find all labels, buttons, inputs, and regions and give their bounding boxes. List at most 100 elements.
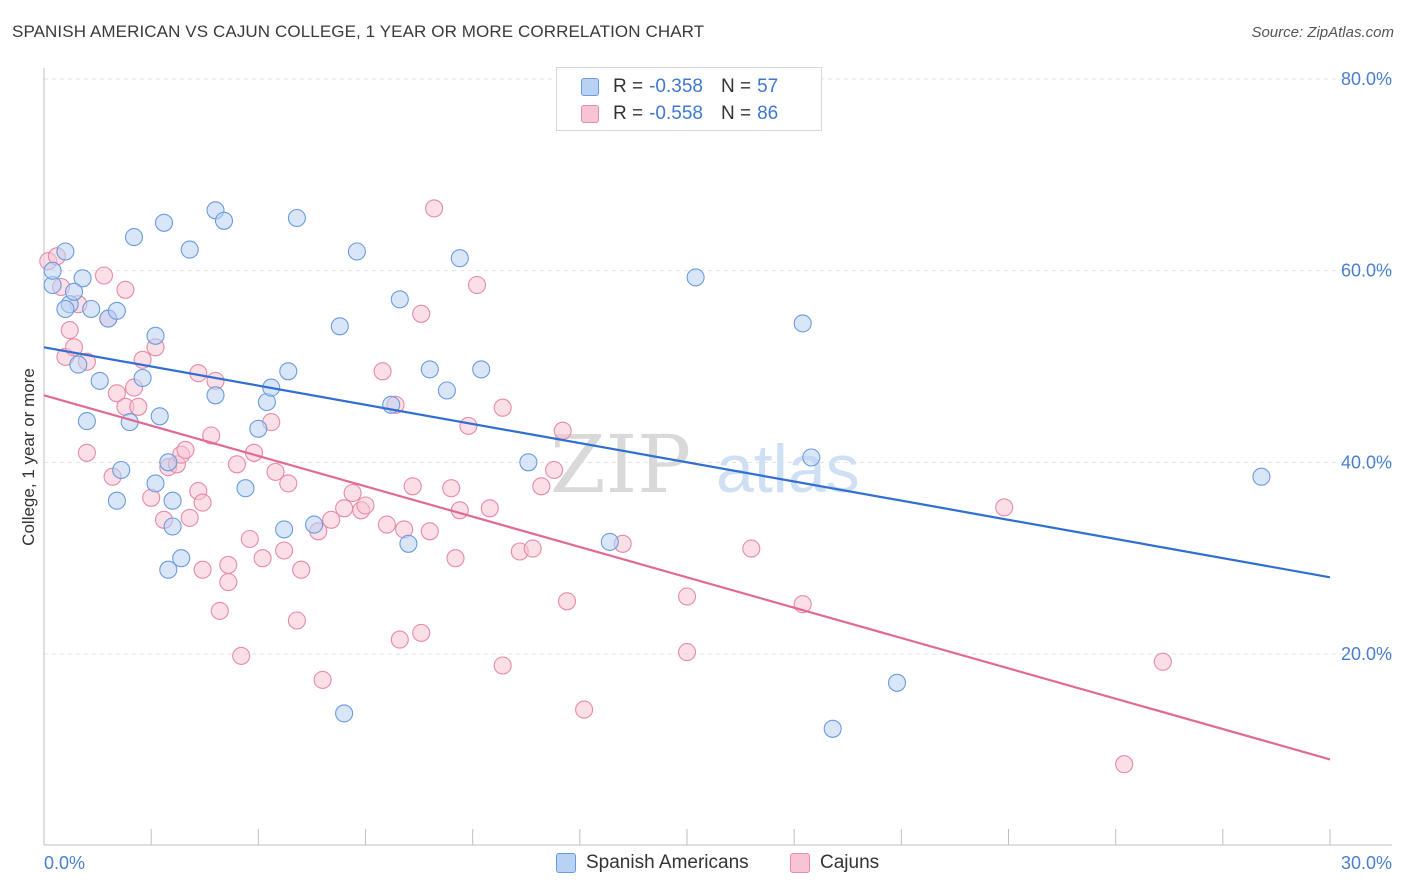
data-point xyxy=(412,304,431,323)
data-point xyxy=(305,515,324,534)
data-point xyxy=(420,360,439,379)
data-point xyxy=(677,643,697,662)
data-point xyxy=(523,539,542,558)
data-point xyxy=(995,498,1014,517)
data-point xyxy=(210,601,229,620)
data-point xyxy=(112,460,131,480)
data-point xyxy=(335,704,354,723)
data-point xyxy=(107,384,126,403)
legend-r-value: -0.558 xyxy=(649,103,703,124)
data-point xyxy=(64,282,84,301)
legend-r-label: R = xyxy=(613,103,644,124)
legend-row-cajuns: R = -0.558 N = 86 xyxy=(581,103,778,125)
data-point xyxy=(193,493,212,512)
y-axis-title: College, 1 year or more xyxy=(19,368,38,546)
legend-r-value: -0.358 xyxy=(649,76,703,97)
bottom-legend-label: Cajuns xyxy=(820,852,880,873)
y-tick-labels: 20.0% 40.0% 60.0% 80.0% xyxy=(1341,69,1392,664)
legend-swatch-pink xyxy=(581,105,599,123)
data-point xyxy=(600,532,619,551)
data-point xyxy=(253,549,272,568)
data-point xyxy=(124,228,144,247)
data-point xyxy=(493,656,512,675)
y-tick-label: 60.0% xyxy=(1341,261,1392,281)
data-point xyxy=(94,266,114,285)
data-point xyxy=(287,611,306,630)
data-point xyxy=(390,630,409,649)
bottom-legend-swatch-pink xyxy=(790,853,810,873)
cajuns-trend-line xyxy=(43,394,1331,761)
data-point xyxy=(60,321,79,340)
data-point xyxy=(343,483,362,503)
data-point xyxy=(133,368,152,388)
data-point xyxy=(313,670,332,689)
legend-swatch-blue xyxy=(581,78,599,96)
data-point xyxy=(214,211,234,230)
data-point xyxy=(373,362,392,381)
data-point xyxy=(519,453,538,472)
data-point xyxy=(412,623,431,642)
data-point xyxy=(446,549,465,568)
data-point xyxy=(1153,652,1172,671)
data-point xyxy=(553,421,572,440)
data-point xyxy=(180,240,199,259)
data-point xyxy=(823,719,842,738)
data-point xyxy=(677,587,697,606)
data-point xyxy=(287,208,306,228)
data-point xyxy=(159,453,178,472)
data-point xyxy=(793,314,812,333)
data-point xyxy=(107,301,126,320)
data-point xyxy=(266,462,285,481)
data-point xyxy=(442,479,461,498)
data-point xyxy=(686,268,705,287)
data-point xyxy=(1115,755,1134,774)
data-point xyxy=(480,499,499,518)
data-point xyxy=(69,355,88,374)
watermark-zip: ZIP xyxy=(550,418,691,511)
data-point xyxy=(43,261,62,280)
data-point xyxy=(163,491,182,510)
data-point xyxy=(146,474,165,493)
watermark-atlas: atlas xyxy=(716,431,860,507)
data-point xyxy=(532,477,551,496)
data-point xyxy=(193,560,212,579)
data-point xyxy=(459,416,478,435)
data-point xyxy=(154,213,174,232)
data-point xyxy=(56,299,75,319)
data-point xyxy=(420,522,439,541)
legend-n-label: N = xyxy=(720,76,752,97)
data-point xyxy=(802,448,821,467)
y-tick-label: 40.0% xyxy=(1341,452,1392,472)
data-point xyxy=(172,549,191,568)
spanish-americans-trend-line xyxy=(43,346,1331,579)
data-point xyxy=(73,269,92,288)
data-point xyxy=(450,249,469,268)
data-point xyxy=(150,407,169,426)
data-point xyxy=(575,700,594,719)
data-point xyxy=(56,242,75,261)
source-label: Source: ZipAtlas.com xyxy=(1251,24,1394,41)
data-point xyxy=(347,242,366,261)
bottom-legend-cajuns: Cajuns xyxy=(790,852,879,874)
data-point xyxy=(180,508,199,527)
data-point xyxy=(399,534,418,553)
data-point xyxy=(887,673,907,692)
bottom-legend-spanish-americans: Spanish Americans xyxy=(556,852,749,874)
legend-row-spanish-americans: R = -0.358 N = 57 xyxy=(581,76,778,98)
data-point xyxy=(403,477,422,496)
data-point xyxy=(742,539,761,558)
data-point xyxy=(227,455,246,474)
data-point xyxy=(275,520,294,539)
data-point xyxy=(356,496,375,515)
data-point xyxy=(279,362,298,381)
grid-lines xyxy=(44,78,1392,655)
data-point xyxy=(249,419,268,438)
data-point xyxy=(159,560,178,579)
data-point xyxy=(390,290,409,309)
data-point xyxy=(437,381,456,400)
legend-n-value: 86 xyxy=(757,103,779,124)
bottom-legend-swatch-blue xyxy=(556,853,576,873)
data-point xyxy=(129,397,148,416)
y-tick-label: 80.0% xyxy=(1341,69,1392,89)
